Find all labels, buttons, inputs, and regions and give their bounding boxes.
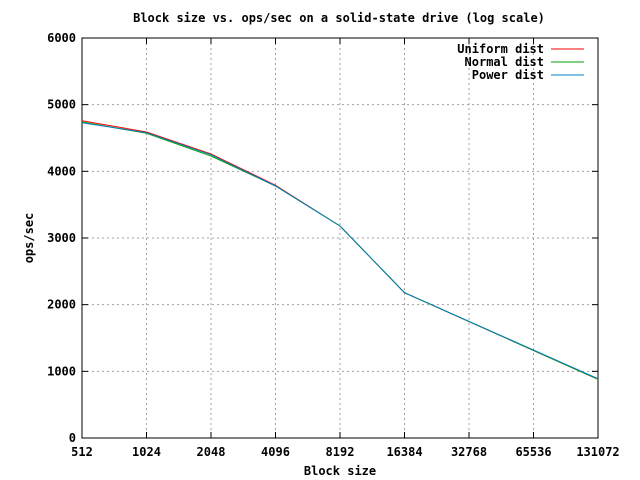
x-tick-label: 2048 — [197, 445, 226, 459]
axis-ticks: 512 1024 2048 4096 8192 16384 32768 65536 131072… — [47, 31, 620, 459]
y-tick-label: 3000 — [47, 231, 76, 245]
x-tick-label: 131072 — [576, 445, 619, 459]
y-tick-label: 5000 — [47, 98, 76, 112]
series-line-3 — [81, 122, 599, 380]
y-tick-label: 1000 — [47, 364, 76, 378]
x-tick-label: 4096 — [261, 445, 290, 459]
y-tick-label: 2000 — [47, 298, 76, 312]
x-tick-label: 1024 — [132, 445, 161, 459]
x-tick-label: 8192 — [326, 445, 355, 459]
series-lines — [81, 120, 599, 380]
legend-label: Power dist — [472, 68, 544, 82]
grid-lines — [82, 38, 598, 438]
x-tick-label: 32768 — [451, 445, 487, 459]
y-tick-label: 0 — [69, 431, 76, 445]
x-tick-label: 65536 — [515, 445, 551, 459]
chart-title: Block size vs. ops/sec on a solid-state … — [133, 11, 545, 25]
legend-label: Normal dist — [465, 55, 544, 69]
y-tick-label: 4000 — [47, 164, 76, 178]
legend-label: Uniform dist — [457, 42, 544, 56]
y-tick-label: 6000 — [47, 31, 76, 45]
x-tick-label: 512 — [71, 445, 93, 459]
x-tick-label: 16384 — [386, 445, 422, 459]
y-axis-label: ops/sec — [22, 213, 36, 264]
x-axis-label: Block size — [304, 464, 376, 478]
series-line-2 — [81, 121, 599, 380]
